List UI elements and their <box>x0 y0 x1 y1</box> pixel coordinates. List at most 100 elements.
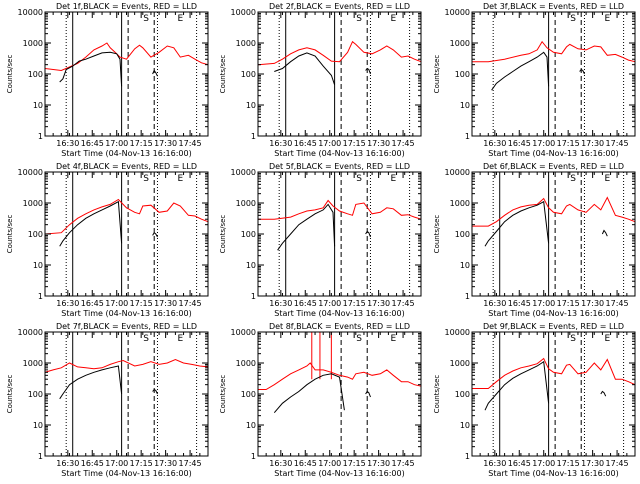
plot-area <box>258 12 421 136</box>
events-series <box>484 360 550 411</box>
plot-area <box>45 12 208 136</box>
x-tick-label: 17:45 <box>392 459 415 468</box>
y-tick-label: 100 <box>241 70 256 79</box>
x-axis-label: Start Time (04-Nov-13 16:16:00) <box>61 149 191 158</box>
marker-label: S <box>570 14 576 24</box>
x-tick-label: 16:30 <box>483 139 506 148</box>
panel-title: Det 5f,BLACK = Events, RED = LLD <box>269 162 410 171</box>
y-tick-label: 10 <box>33 261 43 270</box>
x-tick-label: 17:15 <box>557 459 580 468</box>
y-tick-label: 1000 <box>450 39 470 48</box>
x-tick-label: 17:30 <box>154 299 177 308</box>
panel-title: Det 4f,BLACK = Events, RED = LLD <box>56 162 197 171</box>
x-tick-label: 17:00 <box>532 459 555 468</box>
y-tick-label: 1 <box>38 452 43 461</box>
y-tick-label: 10 <box>33 421 43 430</box>
events-series-tail <box>365 230 371 238</box>
y-axis-label: Counts/sec <box>219 215 227 254</box>
x-axis-label: Start Time (04-Nov-13 16:16:00) <box>488 149 618 158</box>
events-series <box>484 200 550 247</box>
events-series <box>274 52 336 85</box>
panel-frame <box>257 331 422 457</box>
panel-7: Det 7f,BLACK = Events, RED = LLD S E 1 10 100… <box>6 322 209 478</box>
x-tick-label: 17:45 <box>392 139 415 148</box>
events-series <box>59 200 123 247</box>
y-tick-label: 1000 <box>23 359 43 368</box>
x-tick-label: 17:30 <box>367 299 390 308</box>
marker-label: E <box>390 334 396 344</box>
y-tick-label: 1 <box>251 132 256 141</box>
lld-series <box>472 40 635 63</box>
x-tick-label: 17:15 <box>130 459 153 468</box>
x-tick-label: 17:30 <box>154 459 177 468</box>
x-tick-label: 16:45 <box>81 459 104 468</box>
y-axis-label: Counts/sec <box>433 215 441 254</box>
x-tick-label: 16:30 <box>269 299 292 308</box>
plot-area <box>45 172 208 296</box>
x-tick-label: 17:45 <box>179 459 202 468</box>
x-tick-label: 17:45 <box>606 139 629 148</box>
y-tick-label: 10000 <box>231 328 256 337</box>
x-tick-label: 16:45 <box>508 139 531 148</box>
plot-area <box>258 332 421 456</box>
marker-label: S <box>570 174 576 184</box>
panel-9: Det 9f,BLACK = Events, RED = LLD S E 1 10 100… <box>433 322 636 478</box>
x-tick-label: 17:45 <box>606 459 629 468</box>
x-tick-label: 17:00 <box>105 139 128 148</box>
x-tick-label: 16:45 <box>508 459 531 468</box>
marker-label: S <box>356 334 362 344</box>
x-tick-label: 17:30 <box>367 139 390 148</box>
y-tick-label: 1000 <box>450 359 470 368</box>
x-tick-label: 16:45 <box>81 299 104 308</box>
x-tick-label: 17:00 <box>532 299 555 308</box>
marker-label: S <box>356 14 362 24</box>
marker-label: E <box>390 174 396 184</box>
panel-frame <box>44 11 209 137</box>
x-tick-label: 16:30 <box>483 299 506 308</box>
x-tick-label: 16:30 <box>269 459 292 468</box>
panel-title: Det 8f,BLACK = Events, RED = LLD <box>269 322 410 331</box>
marker-label: E <box>177 174 183 184</box>
x-axis-label: Start Time (04-Nov-13 16:16:00) <box>274 309 404 318</box>
events-series <box>491 51 550 91</box>
lld-series <box>472 196 635 227</box>
events-series <box>59 51 123 87</box>
plot-area <box>258 172 421 296</box>
events-series <box>59 365 123 400</box>
x-tick-label: 17:15 <box>130 139 153 148</box>
x-tick-label: 17:00 <box>318 459 341 468</box>
events-series-tail <box>601 229 608 237</box>
lld-series <box>45 358 208 373</box>
x-tick-label: 16:30 <box>269 139 292 148</box>
x-tick-label: 16:30 <box>56 139 79 148</box>
panel-4: Det 4f,BLACK = Events, RED = LLD S E 1 10 100… <box>6 162 209 318</box>
y-tick-label: 1000 <box>236 199 256 208</box>
y-tick-label: 1 <box>251 292 256 301</box>
panel-frame <box>257 171 422 297</box>
marker-label: E <box>604 334 610 344</box>
y-tick-label: 100 <box>28 70 43 79</box>
events-series-tail <box>600 390 607 397</box>
x-tick-label: 17:30 <box>581 459 604 468</box>
x-tick-label: 17:00 <box>105 299 128 308</box>
panel-1: Det 1f,BLACK = Events, RED = LLD S E 1 10 100… <box>6 2 209 158</box>
plot-area <box>472 172 635 296</box>
y-axis-label: Counts/sec <box>219 55 227 94</box>
x-tick-label: 16:30 <box>56 299 79 308</box>
panel-title: Det 3f,BLACK = Events, RED = LLD <box>483 2 624 11</box>
x-tick-label: 17:30 <box>154 139 177 148</box>
y-tick-label: 1 <box>38 292 43 301</box>
y-tick-label: 10 <box>246 101 256 110</box>
marker-label: E <box>604 174 610 184</box>
plot-area <box>45 332 208 456</box>
x-tick-label: 17:15 <box>130 299 153 308</box>
x-tick-label: 16:30 <box>483 459 506 468</box>
panel-frame <box>471 11 636 137</box>
lld-series <box>472 357 635 389</box>
marker-label: E <box>604 14 610 24</box>
y-tick-label: 1000 <box>23 199 43 208</box>
events-series-tail <box>152 388 158 395</box>
x-tick-label: 16:45 <box>81 139 104 148</box>
panel-title: Det 6f,BLACK = Events, RED = LLD <box>483 162 624 171</box>
